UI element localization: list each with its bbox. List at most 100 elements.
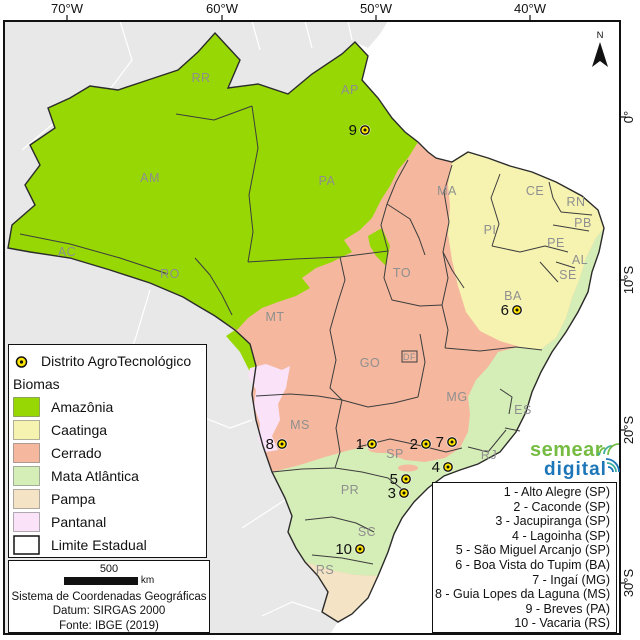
state-label-go: GO [360, 356, 380, 370]
state-label-pa: PA [319, 174, 336, 188]
marker-6: 6 [501, 302, 523, 319]
state-label-ma: MA [437, 184, 457, 198]
state-label-sp: SP [386, 447, 404, 461]
marker-8: 8 [266, 436, 288, 453]
cerrado-patch-sp2 [398, 464, 418, 472]
districts-list-panel: 1 - Alto Alegre (SP) 2 - Caconde (SP) 3 … [432, 482, 617, 633]
marker-5: 5 [390, 471, 412, 488]
scale-bar: 500 km [63, 563, 155, 586]
marker-10: 10 [335, 541, 366, 558]
marker-2: 2 [410, 436, 432, 453]
state-label-rj: RJ [481, 448, 497, 462]
scale-bar-rect [63, 576, 138, 585]
state-label-pb: PB [574, 216, 592, 230]
scale-unit: km [140, 575, 155, 586]
brazil-outline [7, 31, 605, 623]
state-label-sc: SC [358, 525, 376, 539]
state-label-ac: AC [58, 245, 76, 259]
marker-3: 3 [388, 485, 410, 502]
amazonia-swatch [13, 396, 40, 417]
logo-wave-bottom-icon [605, 458, 620, 473]
legend-item-amazonia: Amazônia [13, 395, 200, 418]
biome-mata-atlantica [272, 228, 604, 576]
district-item-5: 5 - São Miguel Arcanjo (SP) [455, 543, 610, 558]
state-label-am: AM [140, 171, 160, 185]
state-label-pi: PI [484, 223, 497, 237]
marker-9: 9 [349, 122, 371, 139]
legend-item-mata-atlantica: Mata Atlântica [13, 464, 200, 487]
legend-item-label: Mata Atlântica [51, 467, 139, 484]
state-label-ms: MS [290, 418, 310, 432]
point-label-10: 10 [335, 541, 352, 558]
legend-district-row: Distrito AgroTecnológico [13, 349, 200, 373]
district-marker-icon [15, 355, 28, 368]
pampa-swatch [13, 488, 40, 509]
coordinate-system-line: Sistema de Coordenadas Geográficas [11, 590, 207, 603]
biome-pantanal [248, 364, 290, 452]
legend-item-limite-estadual: Limite Estadual [13, 533, 200, 556]
limite-estadual-swatch [13, 534, 40, 555]
legend-biomas-title: Biomas [13, 376, 60, 392]
state-label-pe: PE [547, 236, 565, 250]
legend-item-label: Caatinga [51, 421, 108, 438]
point-label-7: 7 [436, 434, 444, 451]
logo-semear: semear [530, 439, 603, 461]
point-label-1: 1 [356, 436, 364, 453]
point-label-6: 6 [501, 302, 509, 319]
cerrado-swatch [13, 442, 40, 463]
lat-label-0: 0° [621, 111, 636, 123]
marker-4: 4 [432, 459, 454, 476]
point-label-5: 5 [390, 471, 398, 488]
north-arrow-icon [592, 42, 608, 67]
legend-item-label: Limite Estadual [51, 536, 147, 553]
lat-label-30s: 30°S [621, 569, 636, 598]
district-item-6: 6 - Boa Vista do Tupim (BA) [455, 557, 610, 572]
state-label-ro: RO [160, 267, 180, 281]
datum-line: Datum: SIRGAS 2000 [52, 605, 166, 617]
state-label-ba: BA [504, 289, 522, 303]
state-label-es: ES [514, 403, 532, 417]
graticule-labels: 70°W 60°W 50°W 40°W 0° 10°S 20°S 30°S [51, 1, 636, 597]
point-label-3: 3 [388, 485, 396, 502]
point-label-2: 2 [410, 436, 418, 453]
legend-item-label: Cerrado [51, 444, 102, 461]
mata-atlantica-swatch [13, 465, 40, 486]
state-label-ce: CE [526, 184, 544, 198]
state-label-al: AL [572, 253, 588, 267]
state-label-df: DF [403, 352, 416, 362]
legend-panel: Distrito AgroTecnológico Biomas Amazônia… [8, 344, 207, 558]
lon-label-50w: 50°W [360, 1, 393, 16]
marker-7: 7 [436, 434, 458, 451]
district-item-9: 9 - Breves (PA) [525, 601, 610, 616]
df-rectangle [401, 350, 418, 363]
lon-label-60w: 60°W [206, 1, 239, 16]
caatinga-swatch [13, 419, 40, 440]
biome-pampa [305, 562, 378, 622]
legend-item-label: Amazônia [51, 398, 114, 415]
legend-district-label: Distrito AgroTecnológico [41, 353, 192, 369]
lat-label-20s: 20°S [621, 416, 636, 445]
scale-distance: 500 [99, 563, 119, 575]
map-info-panel: 500 km Sistema de Coordenadas Geográfica… [8, 560, 210, 633]
legend-item-caatinga: Caatinga [13, 418, 200, 441]
north-arrow: N [592, 30, 608, 67]
lon-label-70w: 70°W [51, 1, 84, 16]
state-label-to: TO [393, 266, 411, 280]
district-markers: 1 2 3 4 5 6 7 8 [266, 122, 523, 558]
legend-item-pantanal: Pantanal [13, 510, 200, 533]
source-line: Fonte: IBGE (2019) [59, 619, 159, 632]
map-frame [3, 20, 621, 635]
state-borders [19, 105, 593, 565]
lat-label-10s: 10°S [621, 266, 636, 295]
semear-digital-logo: semear digital [530, 439, 620, 480]
legend-item-pampa: Pampa [13, 487, 200, 510]
state-label-mg: MG [446, 390, 467, 404]
legend-item-label: Pampa [51, 490, 96, 507]
state-label-rs: RS [316, 563, 334, 577]
state-labels: RR AP AM PA MA CE RN PB PE AL SE PI TO A… [58, 71, 592, 577]
legend-item-cerrado: Cerrado [13, 441, 200, 464]
lon-label-40w: 40°W [514, 1, 547, 16]
point-label-4: 4 [432, 459, 440, 476]
